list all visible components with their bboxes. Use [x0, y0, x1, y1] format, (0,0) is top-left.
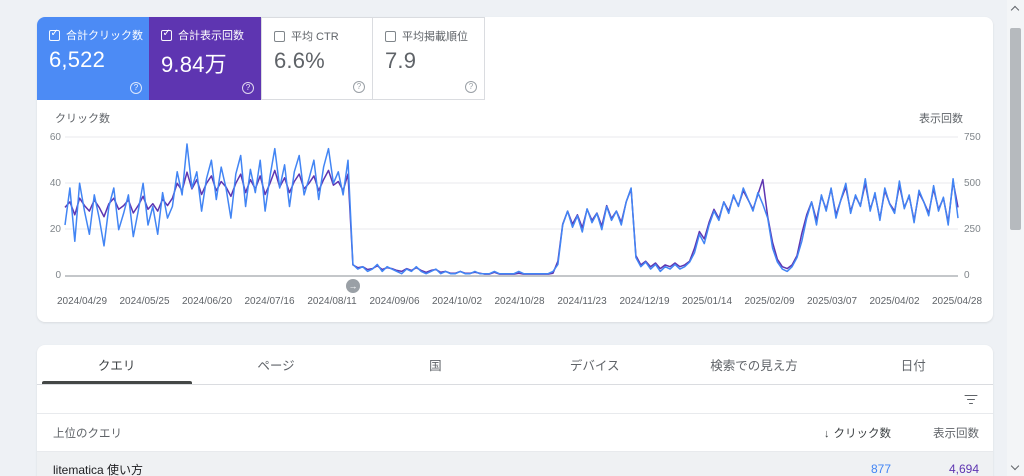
checkbox-unchecked-icon[interactable] — [385, 30, 396, 42]
x-tick: 2025/01/14 — [681, 296, 733, 307]
table-toolbar — [37, 385, 993, 414]
dimension-tabs: クエリ ページ 国 デバイス 検索での見え方 日付 — [37, 345, 993, 385]
x-tick: 2024/06/20 — [181, 296, 233, 307]
tab-label: クエリ — [97, 359, 136, 373]
vertical-scrollbar[interactable] — [1007, 0, 1024, 476]
help-icon[interactable]: ? — [353, 81, 365, 93]
tab-label: 国 — [429, 359, 442, 373]
x-tick: 2025/02/09 — [744, 296, 795, 307]
checkbox-checked-icon[interactable] — [161, 28, 172, 41]
tab-label: 検索での見え方 — [710, 359, 798, 373]
x-tick: 2024/12/19 — [619, 296, 670, 307]
x-tick: 2025/04/28 — [931, 296, 983, 307]
card-total-impressions[interactable]: 合計表示回数 9.84万 ? — [149, 17, 261, 100]
x-tick: 2025/03/07 — [806, 296, 858, 307]
tab-countries[interactable]: 国 — [356, 345, 515, 384]
scroll-down-icon[interactable] — [1012, 463, 1019, 470]
x-tick: 2024/07/16 — [244, 296, 295, 307]
card-label: 合計表示回数 — [178, 30, 244, 42]
tab-label: ページ — [257, 359, 295, 373]
header-clicks-label: クリック数 — [833, 427, 892, 440]
performance-panel: 合計クリック数 6,522 ? 合計表示回数 9.84万 ? 平均 CTR 6.… — [37, 17, 993, 322]
card-label: 平均掲載順位 — [402, 31, 468, 43]
dimensions-panel: クエリ ページ 国 デバイス 検索での見え方 日付 上位のクエリ ↓ クリック数 … — [37, 345, 993, 476]
x-tick: 2024/08/11 — [307, 296, 357, 307]
x-tick: 2024/10/02 — [431, 296, 483, 307]
tab-devices[interactable]: デバイス — [515, 345, 674, 384]
tab-queries[interactable]: クエリ — [37, 345, 196, 384]
header-impressions-label: 表示回数 — [933, 427, 979, 440]
checkbox-checked-icon[interactable] — [49, 28, 60, 41]
clicks-cell: 877 — [870, 462, 891, 476]
help-icon[interactable]: ? — [465, 81, 477, 93]
right-axis-title: 表示回数 — [919, 113, 963, 125]
right-tick: 750 — [964, 132, 981, 143]
scroll-up-icon[interactable] — [1012, 5, 1019, 12]
help-icon[interactable]: ? — [130, 82, 142, 94]
tab-pages[interactable]: ページ — [196, 345, 355, 384]
card-average-position[interactable]: 平均掲載順位 7.9 ? — [373, 17, 485, 100]
performance-line-chart[interactable] — [37, 127, 993, 307]
right-tick: 500 — [964, 178, 981, 189]
scrollbar-thumb[interactable] — [1010, 28, 1021, 230]
table-header-row: 上位のクエリ ↓ クリック数 表示回数 — [37, 414, 993, 451]
filter-list-icon[interactable] — [964, 394, 977, 405]
card-value: 7.9 — [385, 48, 417, 73]
left-tick: 60 — [49, 132, 61, 143]
card-average-ctr[interactable]: 平均 CTR 6.6% ? — [261, 17, 373, 100]
card-value: 9.84万 — [161, 52, 227, 77]
help-icon[interactable]: ? — [242, 82, 254, 94]
tab-search-appearance[interactable]: 検索での見え方 — [674, 345, 833, 384]
left-axis-title: クリック数 — [55, 113, 110, 125]
header-clicks-sortable[interactable]: ↓ クリック数 — [761, 425, 891, 441]
left-tick: 40 — [49, 178, 61, 189]
right-tick: 0 — [964, 270, 970, 281]
x-tick: 2024/05/25 — [119, 296, 170, 307]
active-tab-underline — [41, 381, 192, 384]
query-cell: litematica 使い方 — [53, 462, 144, 476]
left-tick: 0 — [55, 270, 61, 281]
card-total-clicks[interactable]: 合計クリック数 6,522 ? — [37, 17, 149, 100]
x-tick: 2024/11/23 — [557, 296, 607, 307]
clicks-line — [64, 143, 959, 275]
x-tick: 2024/04/29 — [56, 296, 108, 307]
x-axis-labels: 2024/04/29 2024/05/25 2024/06/20 2024/07… — [51, 296, 988, 307]
table-row[interactable]: litematica 使い方 877 4,694 — [37, 451, 993, 476]
header-impressions-sortable[interactable]: 表示回数 — [891, 425, 979, 441]
left-tick: 20 — [49, 224, 61, 235]
card-label: 平均 CTR — [291, 31, 339, 43]
tab-label: デバイス — [569, 359, 620, 373]
card-label: 合計クリック数 — [66, 30, 143, 42]
x-tick: 2025/04/02 — [869, 296, 920, 307]
checkbox-unchecked-icon[interactable] — [274, 30, 285, 42]
x-tick: 2024/09/06 — [369, 296, 420, 307]
tab-dates[interactable]: 日付 — [834, 345, 993, 384]
metric-cards: 合計クリック数 6,522 ? 合計表示回数 9.84万 ? 平均 CTR 6.… — [37, 17, 993, 100]
tab-label: 日付 — [900, 359, 926, 373]
x-tick: 2024/10/28 — [494, 296, 545, 307]
annotation-marker-button[interactable]: → — [346, 279, 360, 293]
card-value: 6.6% — [274, 48, 325, 73]
header-top-queries: 上位のクエリ — [53, 427, 122, 440]
impressions-cell: 4,694 — [948, 462, 979, 476]
card-value: 6,522 — [49, 47, 106, 72]
sort-desc-icon: ↓ — [824, 427, 830, 440]
right-tick: 250 — [964, 224, 981, 235]
